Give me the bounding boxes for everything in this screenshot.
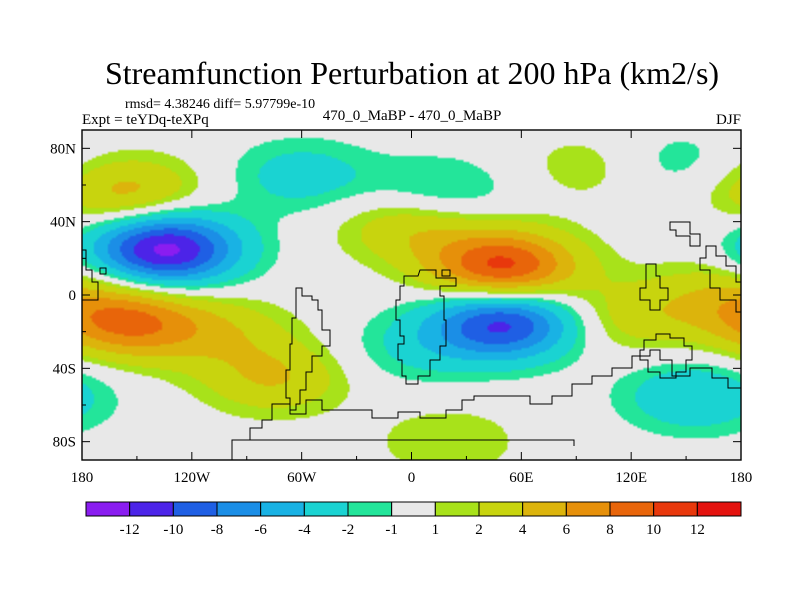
y-tick-label: 40N	[50, 215, 76, 231]
colorbar-label: -1	[385, 522, 398, 538]
coastline-antarctic-line	[232, 439, 575, 446]
colorbar: -12 -10 -8 -6 -4 -2 -1 1 2 4 6 8 10 12	[85, 501, 742, 538]
x-tick-label: 120E	[615, 470, 647, 486]
y-tick-label: 80N	[50, 141, 76, 157]
colorbar-swatch	[653, 501, 698, 517]
x-axis: 180 120W 60W 0 60E 120E 180	[71, 130, 753, 486]
colorbar-swatch	[260, 501, 305, 517]
coastline-north-america	[82, 249, 99, 301]
colorbar-label: 1	[432, 522, 440, 538]
y-tick-label: 0	[69, 288, 77, 304]
colorbar-swatch	[565, 501, 611, 517]
colorbar-label: -4	[298, 522, 311, 538]
colorbar-swatch	[303, 501, 349, 517]
coastline-arabia	[441, 269, 451, 277]
x-tick-label: 60W	[287, 470, 317, 486]
coastline-japan	[669, 221, 701, 247]
colorbar-swatch	[478, 501, 524, 517]
coastlines	[82, 221, 741, 460]
expt-label: Expt = teYDq-teXPq	[82, 112, 209, 128]
coastline-asia	[639, 263, 669, 311]
colorbar-label: 10	[646, 522, 661, 538]
coastline-africa	[395, 269, 457, 385]
colorbar-swatch	[434, 501, 480, 517]
colorbar-label: -8	[211, 522, 224, 538]
stats-label: rmsd= 4.38246 diff= 5.97799e-10	[125, 97, 315, 112]
colorbar-label: 6	[563, 522, 571, 538]
colorbar-label: 4	[519, 522, 527, 538]
x-tick-label: 180	[71, 470, 94, 486]
y-axis: 80N 40N 0 40S 80S	[50, 141, 741, 451]
colorbar-swatch	[522, 501, 567, 517]
colorbar-swatch	[347, 501, 393, 517]
colorbar-swatch	[216, 501, 262, 517]
x-tick-label: 120W	[173, 470, 211, 486]
colorbar-swatch	[129, 501, 174, 517]
coastline-antarctica	[82, 349, 741, 460]
y-tick-label: 80S	[53, 435, 76, 451]
colorbar-label: -10	[163, 522, 183, 538]
contour-field	[82, 130, 741, 460]
x-tick-label: 0	[408, 470, 416, 486]
colorbar-label: -12	[120, 522, 140, 538]
x-tick-label: 60E	[509, 470, 533, 486]
coastline-east-asia	[699, 245, 741, 313]
colorbar-label: 8	[606, 522, 614, 538]
colorbar-swatch	[85, 501, 131, 517]
colorbar-swatch	[696, 501, 742, 517]
contour-field-image	[82, 130, 741, 460]
colorbar-swatch	[172, 501, 218, 517]
x-tick-label: 180	[730, 470, 753, 486]
colorbar-label: -2	[342, 522, 355, 538]
coastline-central-america	[99, 267, 107, 275]
chart-title: Streamfunction Perturbation at 200 hPa (…	[105, 55, 719, 91]
colorbar-label: 2	[475, 522, 483, 538]
colorbar-swatch	[391, 501, 436, 517]
y-tick-label: 40S	[53, 361, 76, 377]
coastline-south-america	[285, 287, 331, 411]
center-label: 470_0_MaBP - 470_0_MaBP	[323, 108, 502, 124]
colorbar-label: 12	[690, 522, 705, 538]
colorbar-label: -6	[254, 522, 267, 538]
colorbar-swatch	[609, 501, 655, 517]
coastline-australia	[639, 333, 693, 379]
season-label: DJF	[716, 112, 741, 128]
